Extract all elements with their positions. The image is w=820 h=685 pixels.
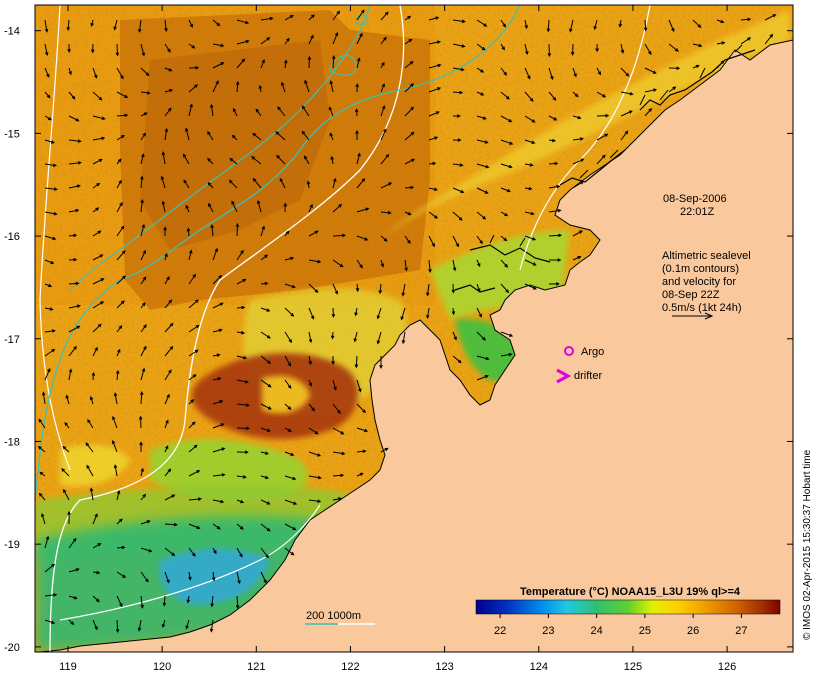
lon-tick-label: 125: [624, 661, 642, 673]
lat-tick-label: -14: [4, 26, 20, 38]
colorbar-title: Temperature (°C) NOAA15_L3U 19% ql>=4: [520, 586, 741, 598]
colorbar-tick-label: 24: [591, 625, 603, 637]
credit-text: © IMOS 02-Apr-2015 15:30:37 Hobart time: [802, 449, 813, 640]
colorbar-tick-label: 22: [494, 625, 506, 637]
depth-contour-legend: 200 1000m: [306, 610, 361, 622]
plot-area: [35, 5, 793, 652]
colorbar-tick-label: 23: [542, 625, 554, 637]
lat-tick-label: -19: [4, 539, 20, 551]
lon-tick-label: 122: [341, 661, 359, 673]
altimetry-line-2: (0.1m contours): [662, 263, 739, 275]
lon-tick-label: 120: [153, 661, 171, 673]
colorbar-gradient: [476, 600, 780, 614]
lon-tick-label: 124: [530, 661, 548, 673]
drifter-label: drifter: [574, 370, 602, 382]
lat-tick-label: -15: [4, 128, 20, 140]
colorbar-tick-label: 25: [639, 625, 651, 637]
altimetry-line-4: 08-Sep 22Z: [662, 289, 720, 301]
lon-tick-label: 121: [247, 661, 265, 673]
lat-tick-label: -16: [4, 231, 20, 243]
altimetry-line-3: and velocity for: [662, 276, 736, 288]
lat-tick-label: -17: [4, 334, 20, 346]
argo-label: Argo: [581, 346, 604, 358]
lat-tick-label: -20: [4, 642, 20, 654]
lon-tick-label: 126: [718, 661, 736, 673]
altimetry-line-5: 0.5m/s (1kt 24h): [662, 302, 741, 314]
date-line-2: 22:01Z: [680, 206, 715, 218]
colorbar-tick-label: 27: [735, 625, 747, 637]
altimetry-line-1: Altimetric sealevel: [662, 250, 751, 262]
date-line-1: 08-Sep-2006: [663, 193, 727, 205]
lon-tick-label: 119: [59, 661, 77, 673]
lat-tick-label: -18: [4, 436, 20, 448]
colorbar-tick-label: 26: [687, 625, 699, 637]
lon-tick-label: 123: [435, 661, 453, 673]
